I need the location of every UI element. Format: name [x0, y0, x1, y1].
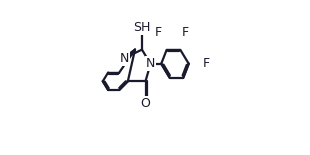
- Text: F: F: [203, 57, 210, 70]
- Text: F: F: [155, 26, 162, 39]
- Text: SH: SH: [133, 21, 151, 34]
- Text: F: F: [182, 26, 189, 39]
- Text: N: N: [146, 57, 155, 70]
- Text: O: O: [140, 97, 150, 110]
- Text: N: N: [119, 52, 129, 65]
